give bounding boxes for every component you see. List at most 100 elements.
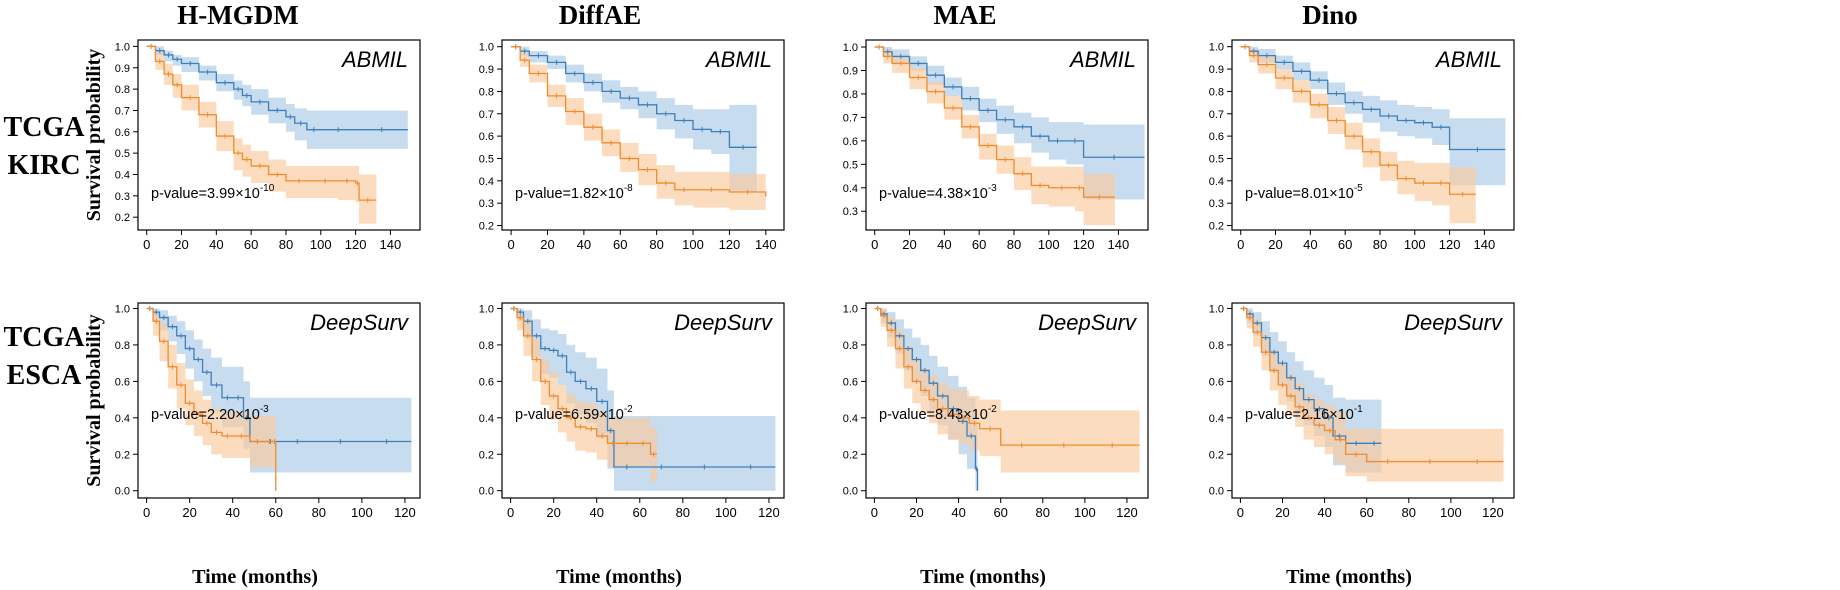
pvalue-base: p-value=4.38×10 bbox=[879, 186, 988, 202]
x-tick-label: 80 bbox=[1036, 505, 1050, 520]
x-tick-label: 120 bbox=[1073, 237, 1095, 252]
y-tick-label: 0.8 bbox=[843, 340, 858, 352]
ci-band-low-risk bbox=[1240, 46, 1506, 186]
y-tick-label: 0.0 bbox=[1209, 486, 1224, 498]
x-tick-label: 80 bbox=[649, 237, 663, 252]
y-tick-label: 0.0 bbox=[843, 486, 858, 498]
survival-line-high-risk bbox=[1240, 46, 1476, 195]
x-tick-label: 40 bbox=[937, 237, 951, 252]
x-tick-label: 100 bbox=[715, 505, 737, 520]
y-tick-label: 0.4 bbox=[1209, 176, 1224, 188]
x-tick-label: 0 bbox=[1237, 237, 1244, 252]
x-axis-label: Time (months) bbox=[920, 566, 1046, 588]
pvalue-base: p-value=6.59×10 bbox=[515, 407, 624, 423]
x-tick-label: 80 bbox=[1373, 237, 1387, 252]
x-tick-label: 120 bbox=[758, 505, 780, 520]
y-tick-label: 0.6 bbox=[115, 376, 130, 388]
panel-3: 0 20 40 60 80 100 120 140 0.2 0.3 0.4 0.5 0.6 0.7 0.8 0… bbox=[1209, 39, 1515, 252]
x-tick-label: 0 bbox=[507, 237, 514, 252]
pvalue-label: p-value=2.16×10-1 bbox=[1245, 404, 1363, 423]
row-title-1-1: ESCA bbox=[7, 360, 82, 391]
pvalue-exponent: -8 bbox=[624, 183, 633, 194]
column-title-0: H-MGDM bbox=[177, 0, 298, 30]
panel-4: 0 20 40 60 80 100 120 0.0 0.2 0.4 0.6 0.8 1.0 DeepSur… bbox=[83, 302, 421, 588]
pvalue-label: p-value=2.20×10-3 bbox=[151, 404, 269, 423]
y-tick-label: 0.2 bbox=[115, 212, 130, 224]
x-tick-label: 40 bbox=[589, 505, 603, 520]
x-tick-label: 100 bbox=[1440, 505, 1462, 520]
model-label: ABMIL bbox=[1068, 47, 1136, 72]
model-label: ABMIL bbox=[340, 47, 408, 72]
y-tick-label: 0.3 bbox=[1209, 198, 1224, 210]
y-tick-label: 0.3 bbox=[479, 198, 494, 210]
x-tick-label: 60 bbox=[633, 505, 647, 520]
x-axis-label: Time (months) bbox=[1286, 566, 1412, 588]
pvalue-label: p-value=8.43×10-2 bbox=[879, 404, 997, 423]
pvalue-label: p-value=8.01×10-5 bbox=[1245, 183, 1363, 202]
x-tick-label: 20 bbox=[902, 237, 916, 252]
y-tick-label: 0.2 bbox=[843, 449, 858, 461]
x-tick-label: 120 bbox=[1116, 505, 1138, 520]
x-tick-label: 0 bbox=[143, 237, 150, 252]
y-tick-label: 0.3 bbox=[115, 191, 130, 203]
y-tick-label: 1.0 bbox=[115, 303, 130, 315]
y-tick-label: 0.2 bbox=[1209, 221, 1224, 233]
plot-frame bbox=[865, 302, 1149, 499]
model-label: ABMIL bbox=[1434, 47, 1502, 72]
x-tick-label: 20 bbox=[1268, 237, 1282, 252]
x-tick-label: 100 bbox=[682, 237, 704, 252]
model-label: DeepSurv bbox=[1038, 310, 1138, 335]
x-tick-label: 140 bbox=[380, 237, 402, 252]
y-tick-label: 1.0 bbox=[479, 42, 494, 54]
plot-frame bbox=[865, 39, 1149, 231]
panel-7: 0 20 40 60 80 100 120 0.0 0.2 0.4 0.6 0.8 1.0 DeepSur… bbox=[1209, 302, 1515, 588]
y-tick-label: 0.7 bbox=[479, 109, 494, 121]
y-tick-label: 0.4 bbox=[115, 413, 130, 425]
y-tick-label: 0.7 bbox=[843, 112, 858, 124]
y-tick-label: 0.0 bbox=[115, 486, 130, 498]
x-tick-label: 60 bbox=[1359, 505, 1373, 520]
y-tick-label: 0.4 bbox=[479, 176, 494, 188]
y-tick-label: 0.2 bbox=[479, 449, 494, 461]
x-tick-label: 80 bbox=[1007, 237, 1021, 252]
x-tick-label: 100 bbox=[351, 505, 373, 520]
y-tick-label: 0.6 bbox=[115, 127, 130, 139]
x-tick-label: 40 bbox=[225, 505, 239, 520]
x-tick-label: 60 bbox=[972, 237, 986, 252]
x-tick-label: 120 bbox=[1482, 505, 1504, 520]
x-tick-label: 120 bbox=[345, 237, 367, 252]
x-tick-label: 20 bbox=[546, 505, 560, 520]
column-title-3: Dino bbox=[1302, 0, 1358, 30]
x-tick-label: 100 bbox=[1074, 505, 1096, 520]
pvalue-exponent: -5 bbox=[1354, 183, 1363, 194]
y-tick-label: 0.8 bbox=[479, 340, 494, 352]
ci-band-high-risk bbox=[146, 46, 377, 224]
y-tick-label: 0.6 bbox=[843, 376, 858, 388]
y-tick-label: 0.9 bbox=[843, 65, 858, 77]
y-tick-label: 0.2 bbox=[1209, 449, 1224, 461]
x-tick-label: 60 bbox=[244, 237, 258, 252]
pvalue-label: p-value=4.38×10-3 bbox=[879, 183, 997, 202]
pvalue-exponent: -2 bbox=[988, 404, 997, 415]
x-tick-label: 20 bbox=[174, 237, 188, 252]
x-tick-label: 60 bbox=[1338, 237, 1352, 252]
x-tick-label: 20 bbox=[1275, 505, 1289, 520]
x-tick-label: 80 bbox=[312, 505, 326, 520]
y-tick-label: 0.4 bbox=[479, 413, 494, 425]
plots-layer: 0 20 40 60 80 100 120 140 0.2 0.3 0.4 0.5 0.6 0.7 0.8 0… bbox=[83, 39, 1515, 588]
x-tick-label: 120 bbox=[394, 505, 416, 520]
x-tick-label: 0 bbox=[871, 505, 878, 520]
ci-band-low-risk bbox=[874, 47, 1145, 200]
ci-band-high-risk bbox=[511, 46, 766, 215]
y-tick-label: 0.5 bbox=[843, 159, 858, 171]
pvalue-exponent: -3 bbox=[260, 404, 269, 415]
y-tick-label: 0.9 bbox=[1209, 64, 1224, 76]
x-tick-label: 100 bbox=[1038, 237, 1060, 252]
y-axis-label: Survival probability bbox=[83, 314, 105, 486]
y-tick-label: 0.8 bbox=[115, 84, 130, 96]
x-tick-label: 20 bbox=[909, 505, 923, 520]
model-label: DeepSurv bbox=[674, 310, 774, 335]
row-title-0-0: TCGA bbox=[4, 112, 86, 143]
x-tick-label: 140 bbox=[1474, 237, 1496, 252]
